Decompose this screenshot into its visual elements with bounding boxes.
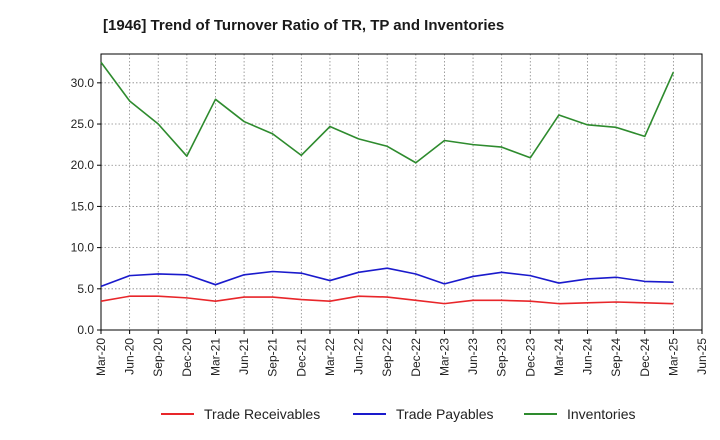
x-tick-label: Dec-22 xyxy=(409,338,423,377)
legend-label-trade-payables: Trade Payables xyxy=(396,406,494,422)
y-tick-label: 30.0 xyxy=(71,76,95,90)
x-tick-label: Sep-23 xyxy=(495,338,509,377)
legend-label-inventories: Inventories xyxy=(567,406,635,422)
y-tick-label: 10.0 xyxy=(71,241,95,255)
y-tick-label: 15.0 xyxy=(71,199,95,213)
x-tick-label: Sep-24 xyxy=(609,338,623,377)
legend-label-trade-receivables: Trade Receivables xyxy=(204,406,320,422)
x-tick-label: Jun-23 xyxy=(466,338,480,375)
chart-title: [1946] Trend of Turnover Ratio of TR, TP… xyxy=(103,17,504,34)
x-tick-label: Mar-22 xyxy=(323,338,337,376)
y-tick-label: 25.0 xyxy=(71,117,95,131)
series-line-trade-receivables xyxy=(100,295,674,305)
x-tick-label: Jun-21 xyxy=(237,338,251,375)
plot-area-frame xyxy=(100,53,703,331)
x-tick-label: Mar-25 xyxy=(666,338,680,376)
x-tick-label: Dec-21 xyxy=(294,338,308,377)
y-axis-ticks: 0.0 5.0 10.0 15.0 20.0 25.0 30.0 xyxy=(71,76,101,337)
series-lines xyxy=(100,61,675,305)
x-tick-label: Jun-20 xyxy=(123,338,137,375)
x-axis-ticks: Mar-20 Jun-20 Sep-20 Dec-20 Mar-21 Jun-21 Sep-… xyxy=(94,330,709,377)
x-tick-label: Sep-22 xyxy=(380,338,394,377)
x-tick-label: Sep-21 xyxy=(266,338,280,377)
y-tick-label: 20.0 xyxy=(71,158,95,172)
grid-lines xyxy=(101,54,702,330)
x-tick-label: Dec-23 xyxy=(523,338,537,377)
y-tick-label: 5.0 xyxy=(77,282,94,296)
x-tick-label: Mar-24 xyxy=(552,338,566,376)
x-tick-label: Mar-21 xyxy=(208,338,222,376)
legend: Trade Receivables Trade Payables Inventori… xyxy=(161,406,635,422)
x-tick-label: Jun-24 xyxy=(581,338,595,375)
x-tick-label: Sep-20 xyxy=(151,338,165,377)
y-tick-label: 0.0 xyxy=(77,323,94,337)
series-line-inventories xyxy=(100,61,675,164)
x-tick-label: Mar-20 xyxy=(94,338,108,376)
x-tick-label: Dec-20 xyxy=(180,338,194,377)
x-tick-label: Jun-25 xyxy=(695,338,709,375)
x-tick-label: Jun-22 xyxy=(352,338,366,375)
x-tick-label: Dec-24 xyxy=(638,338,652,377)
x-tick-label: Mar-23 xyxy=(437,338,451,376)
series-line-trade-payables xyxy=(100,267,674,288)
